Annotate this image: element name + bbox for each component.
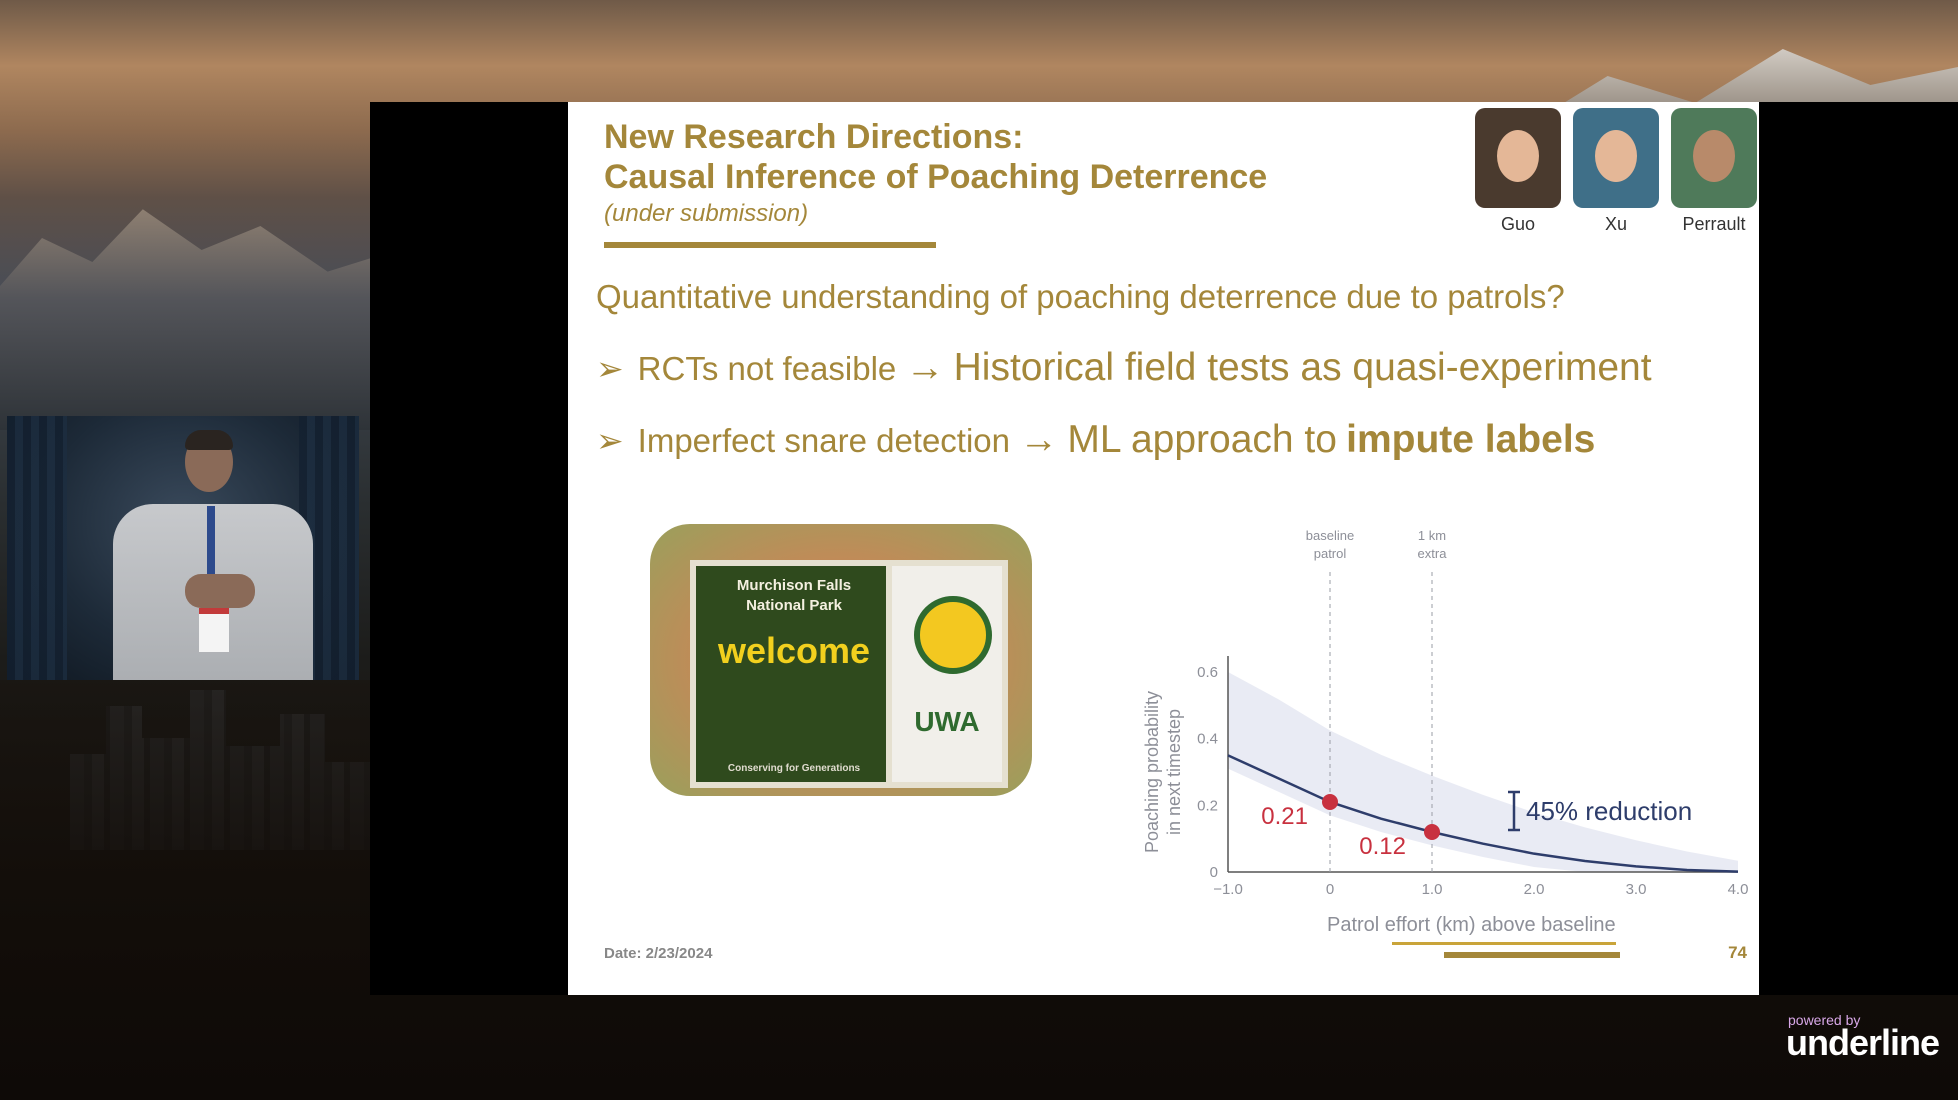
sign-park-name-2: National Park <box>746 597 842 614</box>
author-guo: Guo <box>1474 108 1562 235</box>
x-tick-label: 2.0 <box>1524 881 1545 898</box>
speaker-hands <box>185 574 255 608</box>
xlabel-underline <box>1392 942 1616 945</box>
bullet-rcts: ➢ RCTs not feasible → Historical field te… <box>596 346 1652 390</box>
speaker-video[interactable] <box>7 416 359 680</box>
reference-label: 1 km <box>1418 528 1446 543</box>
welcome-sign: Murchison Falls National Park welcome Co… <box>690 560 898 788</box>
y-tick-label: 0 <box>1210 864 1218 881</box>
bullet-rest: ML approach to <box>1067 418 1337 461</box>
x-tick-label: 4.0 <box>1728 881 1748 898</box>
speaker-badge <box>199 608 229 652</box>
x-tick-label: 1.0 <box>1422 881 1443 898</box>
author-xu: Xu <box>1572 108 1660 235</box>
underline-logo: underline <box>1786 1022 1940 1063</box>
speaker-lanyard <box>207 506 215 616</box>
y-tick-label: 0.2 <box>1197 797 1218 814</box>
chart-ylabel-line1: Poaching probability <box>1142 691 1162 853</box>
x-tick-label: 0 <box>1326 881 1334 898</box>
slide-page-number: 74 <box>1728 943 1747 962</box>
slide-question: Quantitative understanding of poaching d… <box>596 278 1565 315</box>
sign-park-name-1: Murchison Falls <box>736 577 852 594</box>
y-tick-label: 0.4 <box>1197 731 1218 748</box>
bullet-rest: Historical field tests as quasi-experime… <box>953 346 1652 389</box>
implies-arrow: → <box>1019 418 1059 461</box>
slide-subtitle: (under submission) <box>604 200 809 227</box>
xlabel-underline-bold <box>1444 952 1620 958</box>
implies-arrow: → <box>905 346 945 389</box>
sign-motto: Conserving for Generations <box>727 763 861 774</box>
data-point <box>1322 794 1338 810</box>
uwa-emblem-icon <box>914 596 992 674</box>
reference-label: extra <box>1418 546 1448 561</box>
powered-by-label: powered by <box>1788 1012 1861 1028</box>
uwa-panel: UWA <box>886 560 1008 788</box>
data-point-label: 0.21 <box>1261 803 1308 830</box>
author-photos: Guo Xu Perrault <box>1474 108 1758 238</box>
author-photo-xu <box>1573 108 1659 208</box>
author-photo-perrault <box>1671 108 1757 208</box>
slide-title-line1: New Research Directions: <box>604 118 1024 156</box>
bullet-arrow-icon: ➢ <box>596 422 624 459</box>
bullet-lead: Imperfect snare detection <box>637 422 1011 459</box>
sign-welcome: welcome <box>717 630 871 671</box>
author-perrault: Perrault <box>1670 108 1758 235</box>
x-tick-label: −1.0 <box>1213 881 1243 898</box>
slide-title-line2: Causal Inference of Poaching Deterrence <box>604 158 1268 196</box>
park-sign-photo: Murchison Falls National Park welcome Co… <box>650 524 1032 796</box>
reference-label: patrol <box>1314 546 1347 561</box>
author-name: Xu <box>1604 214 1628 234</box>
uncertainty-band <box>1228 672 1738 872</box>
bullet-snare-detection: ➢ Imperfect snare detection → ML approach… <box>596 418 1595 462</box>
presentation-slide: New Research Directions: Causal Inferenc… <box>568 102 1759 995</box>
curtain-left <box>7 416 67 680</box>
y-tick-label: 0.6 <box>1197 664 1218 681</box>
reference-label: baseline <box>1306 528 1354 543</box>
deterrence-chart: −1.0 0 1.0 2.0 3.0 4.0 0 0.2 0.4 0.6 Poaching prob… <box>1108 522 1748 902</box>
bullet-arrow-icon: ➢ <box>596 350 624 387</box>
series-line <box>1227 754 1739 873</box>
reduction-annotation: 45% reduction <box>1526 796 1692 826</box>
author-name: Guo <box>1500 214 1536 234</box>
author-name: Perrault <box>1682 214 1746 234</box>
data-point-label: 0.12 <box>1359 833 1406 860</box>
chart-ylabel-line2: in next timestep <box>1164 709 1184 835</box>
slide-date: Date: 2/23/2024 <box>604 945 713 962</box>
x-tick-label: 3.0 <box>1626 881 1647 898</box>
speaker-hair <box>185 430 233 450</box>
title-underline <box>604 242 936 248</box>
bullet-bold: impute labels <box>1346 418 1596 461</box>
uwa-text: UWA <box>914 706 980 737</box>
author-photo-guo <box>1475 108 1561 208</box>
bullet-lead: RCTs not feasible <box>637 350 897 387</box>
data-point <box>1424 824 1440 840</box>
chart-xlabel: Patrol effort (km) above baseline <box>1327 914 1616 936</box>
